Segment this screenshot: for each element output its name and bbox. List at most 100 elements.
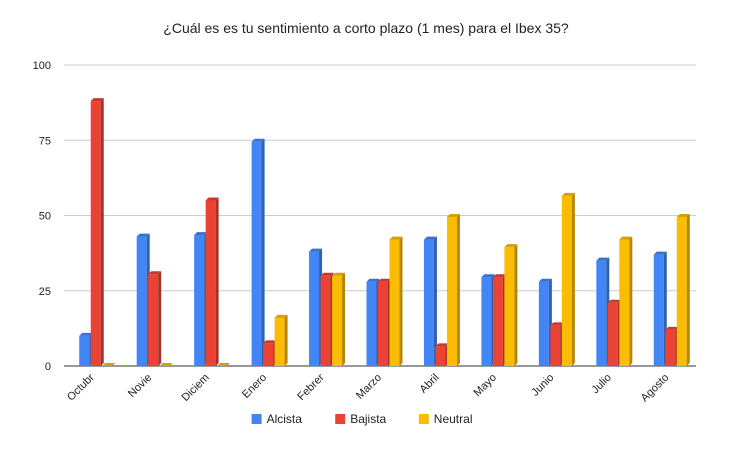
bars <box>79 98 690 367</box>
bar-side <box>158 271 162 366</box>
bar-top <box>90 98 104 102</box>
bar-side <box>629 236 633 366</box>
bar-neutral <box>504 244 518 366</box>
x-tick-label: Julio <box>589 372 613 396</box>
bar-front <box>619 239 630 366</box>
bar-front <box>378 281 388 366</box>
bar-front <box>423 239 434 366</box>
bar-top <box>423 236 437 240</box>
bar-front <box>90 101 101 367</box>
bar-bajista <box>205 197 219 366</box>
x-tick-label: Agosto <box>639 372 672 405</box>
bar-top <box>676 214 690 218</box>
bar-top <box>159 363 173 366</box>
bar-alcista <box>538 278 552 366</box>
bar-alcista <box>309 248 323 366</box>
x-tick-label: Abril <box>418 372 442 396</box>
bar-top <box>217 363 231 366</box>
bar-alcista <box>194 232 208 366</box>
bar-front <box>561 195 572 366</box>
legend-item-alcista: Alcista <box>251 412 303 426</box>
bar-front <box>366 281 377 366</box>
bar-bajista <box>492 274 506 366</box>
bar-side <box>342 272 346 366</box>
bar-neutral <box>676 214 690 366</box>
bar-top <box>492 274 506 278</box>
legend-swatch <box>335 414 346 424</box>
bar-front <box>136 236 147 366</box>
legend-swatch <box>251 414 262 424</box>
bar-top <box>205 197 219 201</box>
bar-top <box>504 244 518 248</box>
bar-top <box>389 236 403 240</box>
bar-front <box>79 335 90 366</box>
bar-side <box>686 214 690 366</box>
bar-top <box>194 232 208 236</box>
bar-top <box>136 233 150 237</box>
y-tick-label: 25 <box>39 286 51 298</box>
bar-top <box>332 272 346 276</box>
bar-front <box>550 325 561 366</box>
bar-neutral <box>332 272 346 366</box>
bar-neutral <box>274 314 288 366</box>
bar-top <box>309 248 323 252</box>
bar-top <box>619 236 633 240</box>
x-tick-label: Junio <box>529 372 556 399</box>
bar-neutral <box>102 363 116 366</box>
bar-front <box>676 217 687 366</box>
bar-front <box>435 346 446 366</box>
legend-label: Neutral <box>434 412 473 426</box>
bar-front <box>665 329 676 366</box>
bar-front <box>205 200 216 366</box>
bar-front <box>320 275 331 366</box>
bar-alcista <box>79 332 93 366</box>
bar-front <box>332 275 343 366</box>
bar-front <box>263 343 274 366</box>
legend: Alcista Bajista Neutral <box>251 412 473 426</box>
bar-top <box>538 278 552 282</box>
bar-top <box>366 278 380 282</box>
bar-top <box>665 326 679 330</box>
x-tick-label: Novie <box>126 372 154 400</box>
bar-top <box>561 192 575 196</box>
y-tick-label: 100 <box>33 60 51 72</box>
x-tick-label: Diciem <box>179 372 211 404</box>
bar-top <box>446 214 460 218</box>
bar-side <box>215 197 219 366</box>
bar-side <box>456 214 460 366</box>
bar-alcista <box>251 138 265 366</box>
legend-item-bajista: Bajista <box>335 412 387 426</box>
bar-bajista <box>320 272 334 366</box>
y-tick-label: 50 <box>39 211 51 223</box>
bar-front <box>389 239 400 366</box>
bar-top <box>550 322 564 326</box>
y-tick-label: 0 <box>45 361 51 373</box>
x-tick-label: Marzo <box>354 372 384 402</box>
chart-title: ¿Cuál es es tu sentimiento a corto plazo… <box>163 20 569 36</box>
bar-top <box>607 299 621 303</box>
bar-neutral <box>159 363 173 366</box>
bar-top <box>320 272 334 276</box>
bar-top <box>102 363 116 366</box>
legend-label: Bajista <box>350 412 386 426</box>
bar-top <box>263 340 277 344</box>
bar-front <box>194 235 205 366</box>
bar-alcista <box>136 233 150 366</box>
bar-bajista <box>263 340 277 366</box>
bar-front <box>148 274 159 366</box>
legend-label: Alcista <box>267 412 303 426</box>
bar-side <box>261 138 265 366</box>
x-axis-ticks: Octubr Novie Diciem Enero Febrer Marzo Abril Ma… <box>65 371 671 404</box>
bar-front <box>492 277 503 366</box>
bar-side <box>433 236 437 366</box>
legend-swatch <box>418 414 429 424</box>
bar-top <box>274 314 288 318</box>
y-axis-ticks: 0 25 50 75 100 <box>33 60 51 373</box>
bar-front <box>538 281 549 366</box>
bar-alcista <box>596 257 610 366</box>
bar-front <box>504 247 515 366</box>
bar-front <box>446 217 457 366</box>
bar-top <box>435 343 449 347</box>
